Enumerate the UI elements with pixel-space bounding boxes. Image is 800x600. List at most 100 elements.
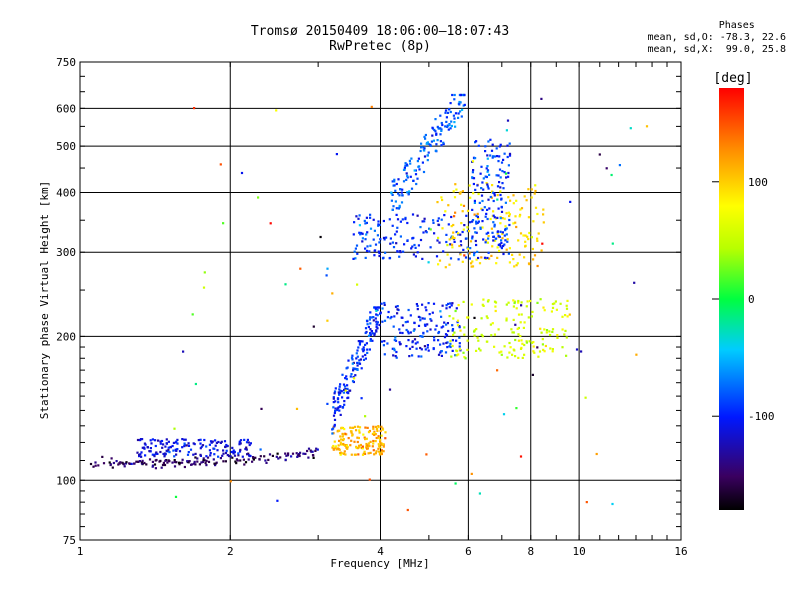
data-point bbox=[214, 464, 217, 467]
data-point bbox=[542, 213, 545, 216]
data-point bbox=[194, 382, 197, 386]
data-point bbox=[199, 447, 202, 450]
data-point bbox=[393, 178, 396, 181]
data-point bbox=[411, 213, 415, 216]
data-point bbox=[277, 457, 280, 460]
data-point bbox=[504, 228, 507, 231]
data-point bbox=[460, 244, 463, 247]
data-point bbox=[508, 261, 511, 264]
data-point bbox=[519, 335, 522, 338]
data-point bbox=[412, 329, 415, 332]
data-point bbox=[394, 200, 397, 203]
data-point bbox=[435, 255, 439, 258]
data-point bbox=[453, 215, 456, 218]
data-point bbox=[468, 257, 471, 260]
data-point bbox=[344, 387, 347, 391]
data-point bbox=[361, 348, 364, 351]
data-point bbox=[368, 318, 371, 321]
data-point bbox=[370, 330, 373, 333]
data-point bbox=[501, 217, 504, 220]
data-point bbox=[531, 247, 534, 251]
data-point bbox=[424, 133, 427, 137]
data-point bbox=[487, 251, 490, 254]
data-point bbox=[307, 447, 311, 450]
data-point bbox=[422, 332, 425, 335]
data-point bbox=[565, 307, 569, 310]
data-point bbox=[454, 354, 457, 357]
data-point bbox=[160, 466, 163, 469]
data-point bbox=[472, 182, 475, 186]
data-point bbox=[493, 333, 496, 336]
data-point bbox=[487, 237, 490, 240]
data-point bbox=[192, 442, 195, 445]
data-point bbox=[345, 375, 348, 378]
data-point bbox=[437, 263, 440, 266]
data-point bbox=[361, 355, 364, 358]
data-point bbox=[416, 251, 419, 254]
data-point bbox=[173, 460, 176, 464]
data-point bbox=[491, 231, 494, 234]
data-point bbox=[481, 335, 484, 338]
data-point bbox=[338, 409, 341, 412]
data-point bbox=[346, 387, 349, 390]
data-point bbox=[540, 331, 543, 334]
data-point bbox=[481, 208, 484, 212]
data-point bbox=[485, 167, 488, 170]
data-point bbox=[471, 208, 474, 211]
data-point bbox=[471, 235, 474, 238]
data-point bbox=[311, 450, 314, 453]
data-point bbox=[353, 250, 356, 253]
data-point bbox=[435, 149, 438, 152]
data-point bbox=[508, 247, 511, 250]
data-point bbox=[151, 453, 154, 456]
data-point bbox=[271, 454, 274, 457]
data-point bbox=[353, 453, 356, 456]
data-point bbox=[252, 456, 255, 459]
data-point bbox=[405, 163, 408, 166]
data-point bbox=[406, 176, 409, 179]
data-point bbox=[541, 338, 544, 341]
data-point bbox=[264, 459, 267, 462]
phase-colorbar bbox=[719, 88, 744, 510]
data-point bbox=[529, 299, 532, 303]
data-point bbox=[279, 456, 282, 459]
data-point bbox=[369, 244, 372, 247]
data-point bbox=[553, 302, 556, 305]
data-point bbox=[378, 241, 381, 244]
data-point bbox=[379, 311, 382, 314]
data-point bbox=[345, 444, 349, 447]
data-point bbox=[485, 232, 488, 235]
data-point bbox=[167, 440, 170, 443]
data-point bbox=[290, 455, 293, 458]
data-point bbox=[350, 356, 354, 359]
data-point bbox=[429, 246, 432, 249]
data-point bbox=[362, 348, 366, 351]
data-point bbox=[371, 332, 375, 335]
data-point bbox=[429, 328, 432, 331]
data-point bbox=[175, 461, 178, 464]
data-point bbox=[340, 438, 343, 441]
data-point bbox=[430, 319, 433, 322]
data-point bbox=[182, 350, 185, 353]
data-point bbox=[408, 347, 412, 350]
data-point bbox=[541, 242, 544, 245]
data-point bbox=[187, 451, 190, 454]
data-point bbox=[467, 316, 470, 319]
data-point bbox=[436, 139, 439, 142]
data-point bbox=[404, 164, 407, 167]
data-point bbox=[368, 348, 371, 351]
data-point bbox=[486, 183, 489, 186]
data-point bbox=[345, 378, 348, 381]
data-point bbox=[376, 234, 379, 237]
data-points bbox=[89, 93, 649, 512]
data-point bbox=[551, 302, 554, 306]
stats-heading: Phases bbox=[718, 20, 755, 31]
data-point bbox=[424, 324, 427, 327]
data-point bbox=[515, 225, 518, 229]
data-point bbox=[437, 353, 441, 356]
data-point bbox=[340, 443, 344, 446]
data-point bbox=[343, 428, 346, 431]
data-point bbox=[341, 396, 344, 399]
data-point bbox=[502, 413, 506, 416]
data-point bbox=[373, 430, 376, 433]
